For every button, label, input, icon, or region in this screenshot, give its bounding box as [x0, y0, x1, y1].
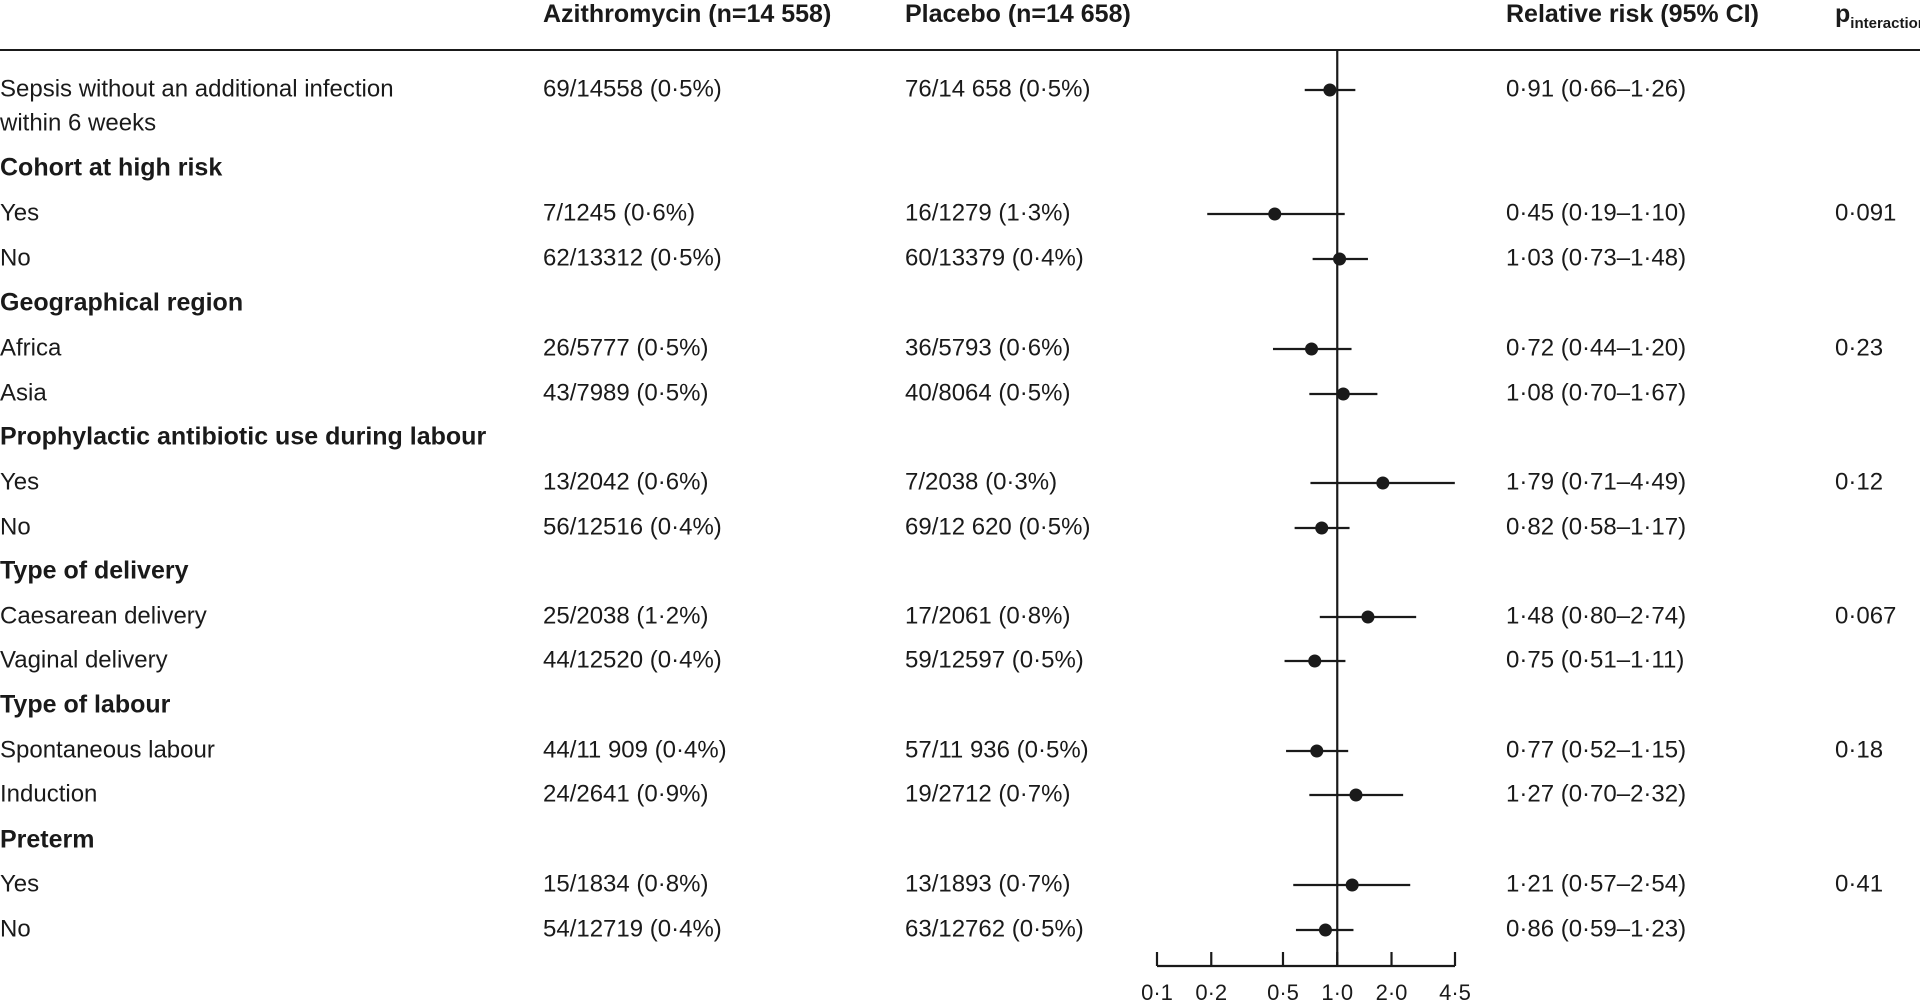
row-label: Africa: [0, 334, 62, 361]
point-estimate: [1345, 878, 1359, 892]
azithromycin-value: 62/13312 (0·5%): [543, 244, 722, 271]
azithromycin-value: 44/12520 (0·4%): [543, 646, 722, 673]
point-estimate: [1349, 788, 1363, 802]
header-azithromycin: Azithromycin (n=14 558): [543, 0, 831, 28]
relative-risk-value: 0·86 (0·59–1·23): [1506, 915, 1686, 942]
p-interaction-value: 0·067: [1835, 602, 1896, 629]
point-estimate: [1318, 923, 1332, 937]
placebo-value: 76/14 658 (0·5%): [905, 75, 1090, 102]
group-heading: Preterm: [0, 826, 95, 854]
group-heading: Type of delivery: [0, 557, 189, 585]
x-tick-label: 0·2: [1195, 980, 1227, 1005]
azithromycin-value: 24/2641 (0·9%): [543, 780, 708, 807]
header-relative-risk: Relative risk (95% CI): [1506, 0, 1759, 28]
azithromycin-value: 43/7989 (0·5%): [543, 379, 708, 406]
azithromycin-value: 54/12719 (0·4%): [543, 915, 722, 942]
placebo-value: 60/13379 (0·4%): [905, 244, 1084, 271]
row-label: Yes: [0, 199, 39, 226]
point-estimate: [1315, 521, 1329, 535]
placebo-value: 36/5793 (0·6%): [905, 334, 1070, 361]
row-label: within 6 weeks: [0, 109, 156, 136]
header-row: Azithromycin (n=14 558) Placebo (n=14 65…: [0, 0, 1920, 51]
relative-risk-value: 0·75 (0·51–1·11): [1506, 646, 1684, 673]
point-estimate: [1323, 83, 1337, 97]
relative-risk-value: 0·45 (0·19–1·10): [1506, 199, 1686, 226]
row-label: No: [0, 244, 31, 271]
header-placebo: Placebo (n=14 658): [905, 0, 1131, 28]
relative-risk-value: 0·82 (0·58–1·17): [1506, 513, 1686, 540]
row-label: Sepsis without an additional infection: [0, 75, 394, 102]
placebo-value: 40/8064 (0·5%): [905, 379, 1070, 406]
placebo-value: 69/12 620 (0·5%): [905, 513, 1090, 540]
relative-risk-value: 1·48 (0·80–2·74): [1506, 602, 1686, 629]
point-estimate: [1336, 387, 1350, 401]
x-tick-label: 0·1: [1141, 980, 1173, 1005]
relative-risk-value: 1·03 (0·73–1·48): [1506, 244, 1686, 271]
group-heading: Cohort at high risk: [0, 154, 222, 182]
placebo-value: 13/1893 (0·7%): [905, 870, 1070, 897]
table-rows: Sepsis without an additional infection wi…: [0, 75, 1896, 942]
relative-risk-value: 0·91 (0·66–1·26): [1506, 75, 1686, 102]
row-label: Yes: [0, 870, 39, 897]
placebo-value: 57/11 936 (0·5%): [905, 736, 1089, 763]
point-estimate: [1305, 342, 1319, 356]
relative-risk-value: 0·77 (0·52–1·15): [1506, 736, 1686, 763]
x-tick-label: 4·5: [1439, 980, 1471, 1005]
p-interaction-value: 0·23: [1835, 334, 1883, 361]
placebo-value: 19/2712 (0·7%): [905, 780, 1070, 807]
group-heading: Type of labour: [0, 691, 171, 719]
azithromycin-value: 44/11 909 (0·4%): [543, 736, 727, 763]
header-p-sub: interaction: [1850, 15, 1920, 32]
row-label: Yes: [0, 468, 39, 495]
point-estimate: [1310, 744, 1324, 758]
row-label: Caesarean delivery: [0, 602, 207, 629]
row-label: No: [0, 915, 31, 942]
point-estimate: [1268, 207, 1282, 221]
azithromycin-value: 26/5777 (0·5%): [543, 334, 708, 361]
p-interaction-value: 0·091: [1835, 199, 1896, 226]
relative-risk-value: 1·27 (0·70–2·32): [1506, 780, 1686, 807]
group-heading: Geographical region: [0, 289, 243, 317]
row-label: Vaginal delivery: [0, 646, 168, 673]
row-label: Induction: [0, 780, 97, 807]
x-tick-label: 2·0: [1376, 980, 1408, 1005]
p-interaction-value: 0·41: [1835, 870, 1883, 897]
point-estimate: [1308, 654, 1322, 668]
relative-risk-value: 1·21 (0·57–2·54): [1506, 870, 1686, 897]
row-label: No: [0, 513, 31, 540]
placebo-value: 16/1279 (1·3%): [905, 199, 1070, 226]
azithromycin-value: 69/14558 (0·5%): [543, 75, 722, 102]
placebo-value: 7/2038 (0·3%): [905, 468, 1057, 495]
x-tick-label: 1·0: [1321, 980, 1353, 1005]
point-estimate: [1376, 476, 1390, 490]
azithromycin-value: 7/1245 (0·6%): [543, 199, 695, 226]
header-p-interaction: pinteraction: [1835, 0, 1920, 32]
relative-risk-value: 1·79 (0·71–4·49): [1506, 468, 1686, 495]
x-tick-label: 0·5: [1267, 980, 1299, 1005]
azithromycin-value: 15/1834 (0·8%): [543, 870, 708, 897]
azithromycin-value: 25/2038 (1·2%): [543, 602, 708, 629]
p-interaction-value: 0·12: [1835, 468, 1883, 495]
relative-risk-value: 0·72 (0·44–1·20): [1506, 334, 1686, 361]
placebo-value: 59/12597 (0·5%): [905, 646, 1084, 673]
relative-risk-value: 1·08 (0·70–1·67): [1506, 379, 1686, 406]
row-label: Spontaneous labour: [0, 736, 215, 763]
placebo-value: 63/12762 (0·5%): [905, 915, 1084, 942]
azithromycin-value: 13/2042 (0·6%): [543, 468, 708, 495]
azithromycin-value: 56/12516 (0·4%): [543, 513, 722, 540]
group-heading: Prophylactic antibiotic use during labou…: [0, 423, 486, 451]
x-axis: 0·1 0·2 0·5 1·0 2·0 4·5: [1141, 952, 1471, 1005]
p-interaction-value: 0·18: [1835, 736, 1883, 763]
point-estimate: [1333, 252, 1347, 266]
placebo-value: 17/2061 (0·8%): [905, 602, 1070, 629]
header-p-main: p: [1835, 0, 1850, 28]
row-label: Asia: [0, 379, 47, 406]
plot-area: [1207, 50, 1455, 966]
point-estimate: [1361, 610, 1375, 624]
